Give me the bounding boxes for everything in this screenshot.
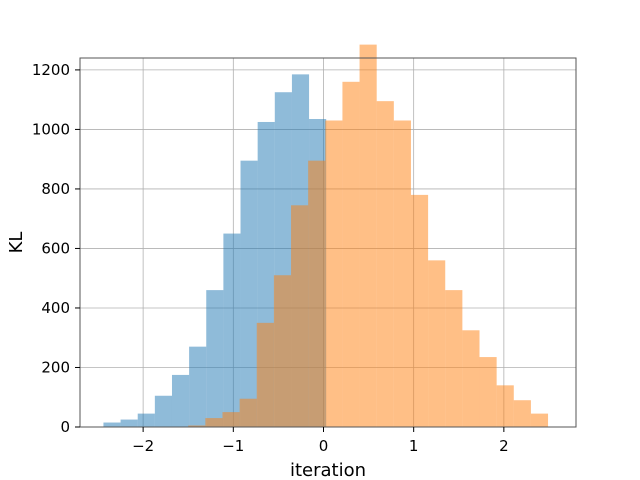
histogram-bar-series-1 — [120, 419, 138, 427]
y-tick-label: 600 — [41, 239, 70, 257]
histogram-bar-series-2 — [462, 330, 480, 427]
y-tick-label: 800 — [41, 180, 70, 198]
y-tick-label: 0 — [60, 418, 70, 436]
y-axis-label: KL — [6, 232, 27, 254]
histogram-bar-series-2 — [393, 120, 411, 427]
histogram-bar-series-2 — [308, 160, 326, 427]
x-tick-label: −2 — [132, 437, 154, 455]
x-tick-label: −1 — [222, 437, 244, 455]
histogram-bar-series-2 — [239, 398, 257, 427]
histogram-bar-series-1 — [137, 413, 155, 427]
histogram-bar-series-2 — [325, 120, 343, 427]
x-tick-label: 2 — [499, 437, 509, 455]
y-tick-label: 1000 — [32, 120, 70, 138]
histogram-bar-series-2 — [513, 400, 531, 427]
histogram-bar-series-2 — [256, 322, 274, 427]
histogram-bar-series-1 — [103, 422, 121, 427]
histogram-bar-series-1 — [240, 160, 258, 427]
x-tick-label: 0 — [319, 437, 329, 455]
histogram-bar-series-2 — [530, 413, 549, 427]
histogram-bar-series-1 — [154, 395, 172, 427]
histogram-bar-series-2 — [359, 44, 377, 427]
histogram-bar-series-2 — [496, 385, 514, 427]
histogram-bars — [103, 44, 549, 428]
histogram-bar-series-2 — [479, 357, 497, 427]
x-tick-label: 1 — [409, 437, 419, 455]
histogram-bar-series-2 — [376, 101, 394, 427]
histogram-bar-series-2 — [188, 425, 206, 427]
histogram-bar-series-1 — [206, 290, 224, 427]
axis-ticks: −2 −1 0 1 2 0 200 400 600 800 1000 1200 — [32, 61, 509, 455]
x-axis-label: iteration — [290, 460, 366, 480]
y-tick-label: 200 — [41, 358, 70, 376]
plot-frame — [79, 57, 577, 428]
histogram-bar-series-2 — [291, 205, 309, 427]
histogram-bar-series-2 — [222, 412, 240, 427]
histogram-bar-series-2 — [445, 290, 463, 427]
y-tick-label: 1200 — [32, 61, 70, 79]
histogram-bar-series-1 — [223, 233, 241, 427]
histogram-bar-series-2 — [342, 81, 360, 427]
histogram-bar-series-2 — [410, 194, 429, 427]
histogram-bar-series-2 — [428, 260, 446, 427]
y-tick-label: 400 — [41, 299, 70, 317]
histogram-bar-series-2 — [205, 418, 223, 427]
histogram-bar-series-1 — [171, 374, 190, 427]
histogram-bar-series-1 — [189, 346, 207, 427]
histogram-bar-series-2 — [273, 275, 292, 427]
